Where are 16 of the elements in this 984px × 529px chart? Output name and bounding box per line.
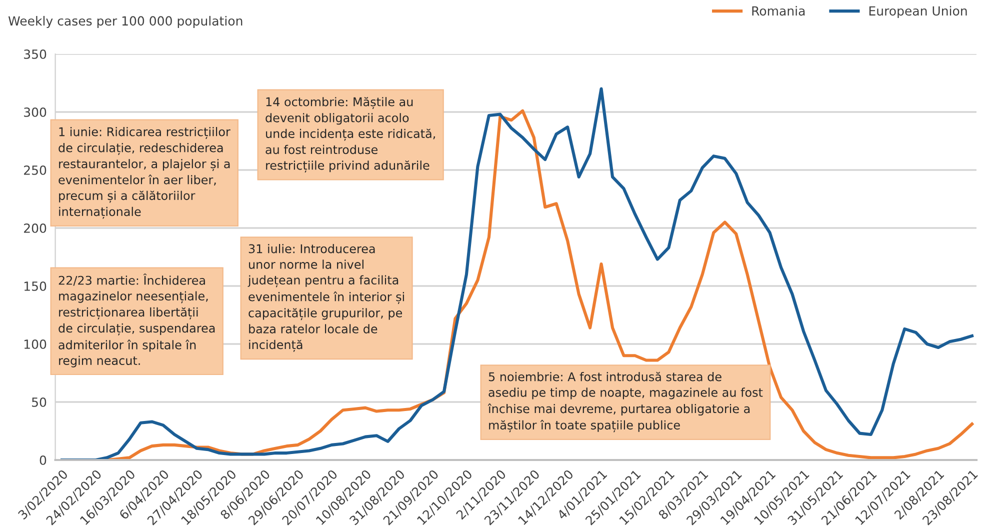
y-tick-label: 200 — [24, 223, 46, 233]
annotation: 1 iunie: Ridicarea restricțiilor de circulație, redeschiderea restaurantelor, a plajelor și a evenimentelor în aer liber, precum și a călătoriilor internaționale — [58, 127, 230, 219]
y-tick-label: 350 — [24, 49, 46, 59]
annotation: 31 iulie: Introducerea unor norme la nivel județean pentru a facilita evenimentele în interior și capacitățile grupurilor, pe baza ratelor locale de incidență — [248, 244, 404, 352]
y-tick-label: 50 — [32, 397, 46, 407]
y-tick-label: 300 — [24, 107, 46, 117]
legend-label: European Union — [869, 6, 967, 18]
annotation: 5 noiembrie: A fost introdusă starea de asediu pe timp de noapte, magazinele au fost închise mai devreme, purtarea obligatorie a măștilor în toate spațiile publice — [488, 372, 763, 432]
y-axis-title: Weekly cases per 100 000 population — [8, 16, 242, 28]
legend-label: Romania — [752, 6, 805, 16]
y-tick-label: 100 — [24, 339, 46, 349]
annotation: 14 octombrie: Măștile au devenit obligatorii acolo unde incidența este ridicată, au fost reintroduse restricțiile privind adunările — [266, 97, 435, 173]
y-tick-label: 150 — [24, 281, 46, 291]
y-tick-label: 250 — [24, 165, 46, 175]
annotation: 22/23 martie: Închiderea magazinelor neesențiale, restricționarea libertății de circulație, suspendarea admiterilor în spitale în regim neacut. — [58, 274, 215, 368]
y-tick-label: 0 — [40, 455, 46, 465]
